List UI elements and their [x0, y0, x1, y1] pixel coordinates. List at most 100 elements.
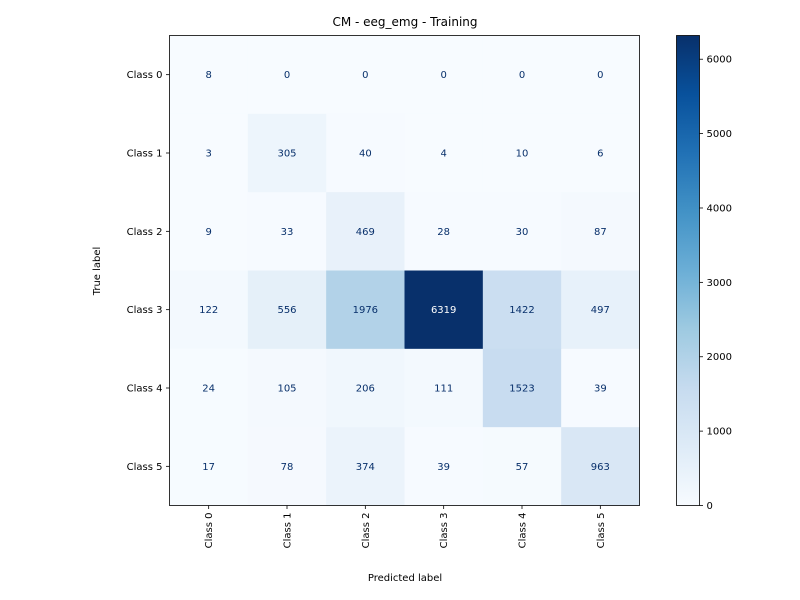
colorbar-tick-label: 5000	[707, 129, 732, 140]
heatmap-cell	[561, 113, 640, 193]
heatmap-cell-labels: 8 0 0 0 0 0 3 305 40 4 10 6 9 33 469 28 30 87 122 556 1976 63…	[199, 70, 610, 473]
colorbar-tick-label: 0	[707, 501, 713, 512]
cell-value-label: 0	[597, 70, 603, 81]
cell-value-label: 28	[437, 227, 450, 238]
chart-title: CM - eeg_emg - Training	[332, 15, 477, 29]
heatmap-cell	[326, 427, 405, 506]
cell-value-label: 1976	[353, 305, 378, 316]
cell-value-label: 556	[277, 305, 296, 316]
heatmap-cell	[247, 348, 327, 428]
y-tick-label: Class 5	[127, 462, 163, 473]
cell-value-label: 206	[356, 384, 375, 395]
y-tick-label: Class 3	[127, 305, 163, 316]
y-tick-label: Class 4	[127, 384, 163, 395]
cell-value-label: 374	[356, 462, 375, 473]
heatmap-cell	[169, 427, 249, 506]
cell-value-label: 8	[205, 70, 211, 81]
cell-value-label: 39	[437, 462, 450, 473]
x-tick-label: Class 3	[439, 513, 450, 549]
cell-value-label: 0	[440, 70, 446, 81]
heatmap-cell	[326, 348, 405, 428]
cell-value-label: 105	[277, 384, 296, 395]
heatmap-cell	[561, 35, 640, 115]
x-tick-label: Class 4	[518, 513, 529, 549]
cell-value-label: 39	[594, 384, 607, 395]
x-axis-ticks: Class 0 Class 1 Class 2 Class 3 Class 4 Class…	[204, 505, 607, 549]
heatmap-cell	[326, 35, 405, 115]
cell-value-label: 24	[202, 384, 215, 395]
cell-value-label: 6319	[431, 305, 456, 316]
heatmap-cell	[404, 427, 484, 506]
cell-value-label: 4	[440, 149, 446, 160]
cell-value-label: 10	[516, 149, 529, 160]
colorbar-tick-label: 4000	[707, 203, 732, 214]
heatmap-cell	[169, 113, 249, 193]
cell-value-label: 0	[284, 70, 290, 81]
cell-value-label: 33	[281, 227, 294, 238]
heatmap-cell	[169, 192, 249, 271]
heatmap-cell	[561, 270, 640, 350]
cell-value-label: 305	[277, 149, 296, 160]
heatmap-cell	[404, 113, 484, 193]
cell-value-label: 0	[519, 70, 525, 81]
plot-frame	[169, 35, 640, 506]
cell-value-label: 1422	[509, 305, 534, 316]
heatmap-cell	[169, 348, 249, 428]
y-tick-label: Class 2	[127, 227, 163, 238]
cell-value-label: 0	[362, 70, 368, 81]
heatmap-cell	[482, 427, 562, 506]
heatmap-cell	[247, 427, 327, 506]
cell-value-label: 3	[205, 149, 211, 160]
cell-value-label: 122	[199, 305, 218, 316]
heatmap-cell	[404, 192, 484, 271]
x-tick-label: Class 0	[204, 513, 215, 549]
cell-value-label: 9	[205, 227, 211, 238]
cell-value-label: 963	[591, 462, 610, 473]
cell-value-label: 497	[591, 305, 610, 316]
heatmap-cell	[247, 192, 327, 271]
colorbar-ticks: 0 1000 2000 3000 4000 5000 6000	[699, 55, 732, 512]
cell-value-label: 78	[281, 462, 294, 473]
colorbar-tick-label: 2000	[707, 352, 732, 363]
cell-value-label: 87	[594, 227, 607, 238]
heatmap-cells	[169, 35, 640, 506]
heatmap-cell	[404, 270, 484, 350]
y-axis-ticks: Class 0 Class 1 Class 2 Class 3 Class 4 Class…	[127, 70, 170, 473]
x-tick-label: Class 2	[361, 513, 372, 549]
cell-value-label: 6	[597, 149, 603, 160]
cell-value-label: 57	[516, 462, 529, 473]
cell-value-label: 469	[356, 227, 375, 238]
heatmap-cell	[326, 113, 405, 193]
heatmap-cell	[247, 270, 327, 350]
heatmap-cell	[482, 113, 562, 193]
heatmap-cell	[169, 35, 249, 115]
heatmap-cell	[247, 35, 327, 115]
heatmap-cell	[404, 35, 484, 115]
cell-value-label: 1523	[509, 384, 534, 395]
heatmap-cell	[482, 192, 562, 271]
heatmap-cell	[404, 348, 484, 428]
heatmap-cell	[482, 270, 562, 350]
x-tick-label: Class 1	[283, 513, 294, 549]
heatmap-cell	[561, 427, 640, 506]
heatmap-cell	[561, 192, 640, 271]
colorbar-tick-label: 1000	[707, 427, 732, 438]
heatmap-cell	[482, 348, 562, 428]
heatmap-cell	[482, 35, 562, 115]
cell-value-label: 111	[434, 384, 453, 395]
cell-value-label: 40	[359, 149, 372, 160]
y-tick-label: Class 1	[127, 149, 163, 160]
x-tick-label: Class 5	[596, 513, 607, 549]
cell-value-label: 30	[516, 227, 529, 238]
colorbar	[676, 35, 700, 506]
colorbar-tick-label: 3000	[707, 278, 732, 289]
cell-value-label: 17	[202, 462, 215, 473]
heatmap-cell	[326, 270, 405, 350]
colorbar-tick-label: 6000	[707, 55, 732, 66]
heatmap-cell	[247, 113, 327, 193]
heatmap-cell	[561, 348, 640, 428]
x-axis-label: Predicted label	[368, 573, 442, 584]
y-tick-label: Class 0	[127, 70, 163, 81]
heatmap-cell	[169, 270, 249, 350]
